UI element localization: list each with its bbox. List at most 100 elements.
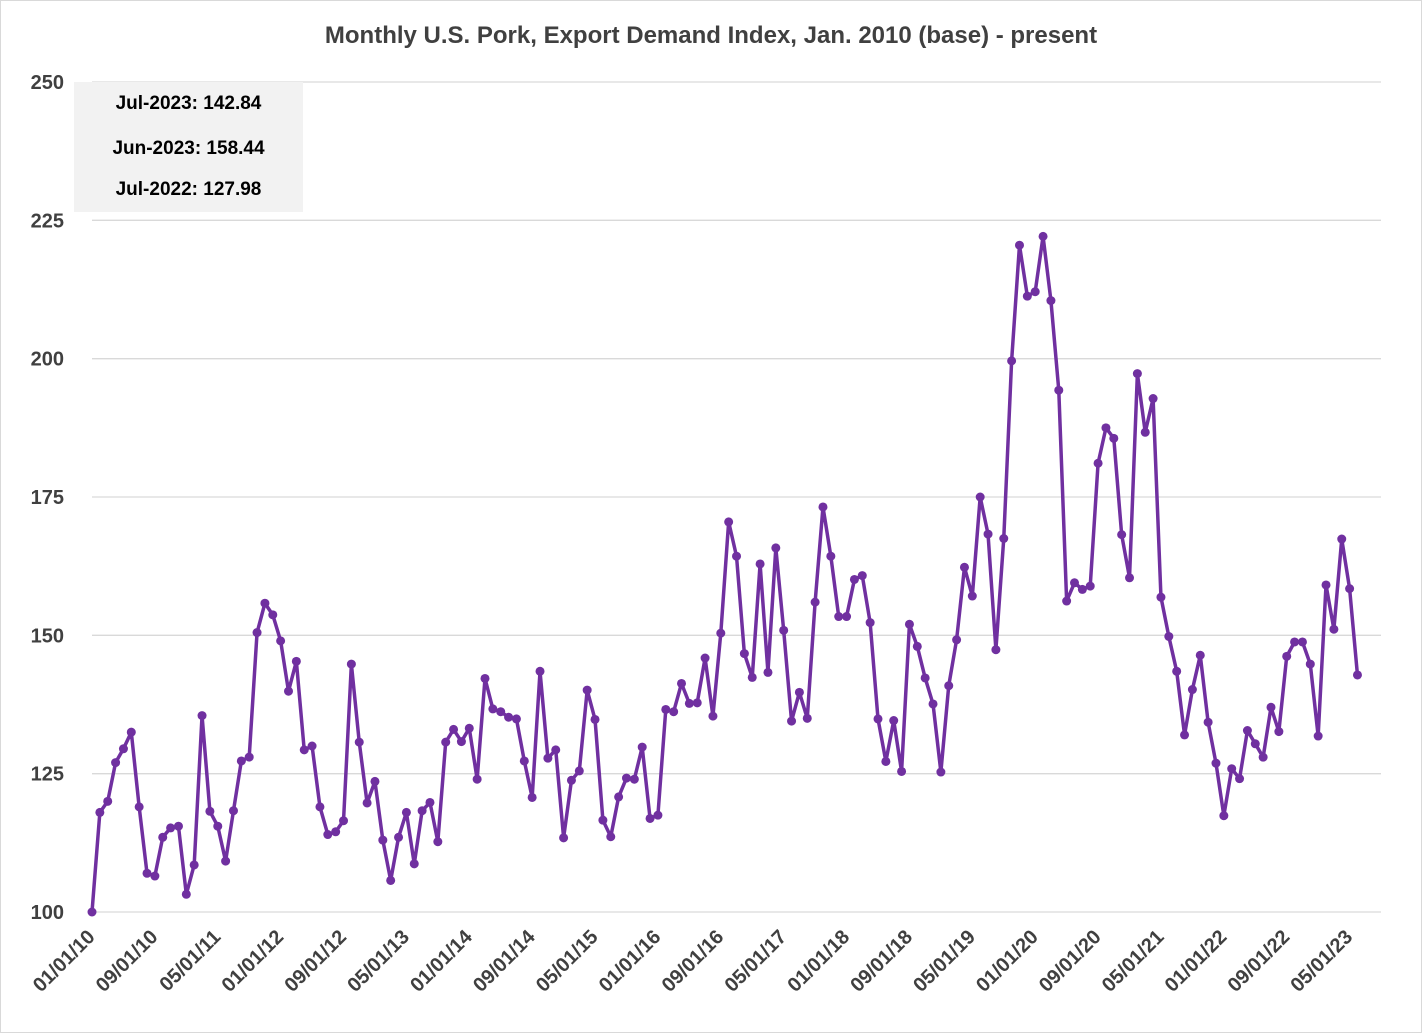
data-point	[810, 597, 820, 607]
data-point	[111, 758, 121, 768]
data-point	[1109, 433, 1119, 443]
data-point	[299, 745, 309, 755]
x-tick-label: 05/01/11	[155, 926, 225, 996]
data-point	[1030, 287, 1040, 297]
data-point	[614, 792, 624, 802]
data-point	[1132, 369, 1142, 379]
data-point	[865, 618, 875, 628]
data-point	[928, 699, 938, 709]
data-point	[103, 796, 113, 806]
data-point	[1297, 637, 1307, 647]
data-point	[779, 625, 789, 635]
annotation-year-ago: Jul-2022: 127.98	[115, 179, 262, 200]
data-point	[1014, 240, 1024, 250]
data-point	[346, 659, 356, 669]
data-point	[228, 806, 238, 816]
data-point	[354, 737, 364, 747]
data-point	[818, 502, 828, 512]
data-point	[551, 745, 561, 755]
data-point	[126, 727, 136, 737]
data-point	[1337, 534, 1347, 544]
data-point	[755, 559, 765, 569]
x-tick-label: 09/01/22	[1224, 926, 1295, 997]
x-tick-label: 09/01/20	[1035, 926, 1106, 997]
x-axis-tick-labels: 01/01/1009/01/1005/01/1101/01/1209/01/12…	[29, 925, 1357, 996]
data-point	[394, 832, 404, 842]
data-point	[606, 832, 616, 842]
data-point	[1352, 670, 1362, 680]
data-point	[1313, 731, 1323, 741]
data-point	[236, 756, 246, 766]
data-point	[661, 704, 671, 714]
data-point	[999, 534, 1009, 543]
data-point	[323, 830, 333, 840]
data-point	[1172, 666, 1182, 676]
data-point	[205, 806, 215, 816]
data-point	[1345, 584, 1355, 594]
y-tick-label: 175	[31, 487, 64, 509]
data-point	[857, 571, 867, 581]
data-point	[873, 714, 883, 724]
y-tick-label: 200	[31, 349, 64, 371]
data-point	[511, 714, 521, 724]
data-point	[1148, 394, 1158, 404]
data-point	[904, 619, 914, 629]
x-tick-label: 05/01/15	[532, 926, 603, 997]
data-point	[889, 716, 899, 726]
data-point	[724, 517, 734, 527]
data-point	[834, 612, 844, 622]
data-point	[637, 742, 647, 752]
x-tick-label: 09/01/14	[469, 925, 540, 996]
x-tick-label: 05/01/17	[721, 926, 792, 997]
data-point	[629, 774, 639, 784]
x-tick-label: 09/01/12	[280, 926, 351, 997]
data-point	[936, 767, 946, 777]
x-tick-label: 01/01/20	[972, 926, 1043, 997]
x-tick-label: 05/01/23	[1287, 926, 1358, 997]
gridlines	[92, 81, 1381, 913]
data-point	[166, 823, 176, 833]
data-point	[849, 574, 859, 584]
data-point	[480, 673, 490, 683]
data-point	[747, 672, 757, 682]
y-tick-label: 150	[31, 625, 64, 647]
data-point	[1077, 584, 1087, 594]
data-point	[582, 685, 592, 695]
data-point	[173, 821, 183, 831]
data-point	[425, 797, 435, 807]
data-point	[181, 889, 191, 899]
data-point	[739, 649, 749, 659]
data-point	[559, 833, 569, 843]
data-point	[677, 678, 686, 688]
data-point	[1274, 727, 1284, 737]
data-point	[386, 875, 396, 885]
data-point	[944, 681, 954, 691]
annotation-previous-month: Jun-2023: 158.44	[112, 138, 265, 159]
x-tick-label: 09/01/18	[846, 926, 917, 997]
x-tick-label: 01/01/12	[218, 926, 289, 997]
data-point	[1054, 385, 1064, 395]
data-point	[1164, 631, 1174, 641]
data-point	[252, 628, 262, 638]
data-point	[732, 551, 742, 561]
data-point	[566, 775, 576, 785]
data-point	[1305, 659, 1315, 669]
data-point	[158, 832, 168, 842]
data-point	[1038, 231, 1048, 241]
annotation-current-month: Jul-2023: 142.84	[115, 93, 262, 114]
data-point	[983, 529, 993, 539]
data-point	[771, 543, 781, 553]
data-point	[716, 628, 726, 638]
data-point	[590, 714, 600, 724]
data-point	[1187, 685, 1197, 695]
data-point	[496, 707, 506, 717]
data-point	[574, 766, 584, 776]
x-tick-label: 05/01/19	[909, 926, 980, 997]
data-point	[150, 871, 160, 881]
data-point	[1227, 764, 1237, 774]
x-tick-label: 09/01/16	[658, 926, 729, 997]
data-point	[543, 753, 553, 763]
data-point	[291, 656, 301, 666]
data-point	[449, 724, 459, 734]
data-point	[1022, 291, 1032, 301]
